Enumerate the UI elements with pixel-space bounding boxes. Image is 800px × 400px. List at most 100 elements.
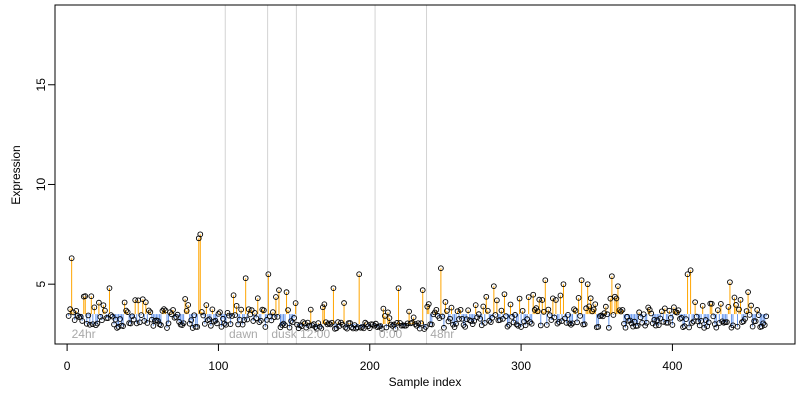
x-tick-label: 0 [64,359,71,373]
data-point [699,302,706,309]
data-point [607,295,614,302]
data-point [410,314,417,321]
data-point [456,316,462,322]
data-point [724,319,730,325]
group-labels: 24hr dawn dusk 12:00 0:00 48hr [72,327,455,341]
data-point [251,309,258,316]
data-point [616,307,623,314]
data-point [73,307,80,314]
data-point [454,308,461,315]
data-point [445,318,452,325]
data-point [551,314,558,321]
data-point [170,307,176,313]
data-point [540,308,547,315]
data-point [710,313,717,320]
data-point [609,273,615,280]
data-point [406,308,412,315]
data-point [145,307,152,314]
data-point [578,277,585,284]
data-point [618,308,624,315]
data-point [565,312,571,318]
y-tick-label: 15 [34,78,48,92]
data-point [276,287,282,294]
data-point [563,319,570,326]
data-point [91,304,98,311]
data-point [442,299,449,305]
data-point [159,307,166,314]
data-point [217,309,223,316]
data-point [586,303,593,310]
data-point [83,320,90,327]
data-point [468,318,475,324]
data-point [444,308,450,314]
data-point [642,322,649,329]
data-point [469,321,476,327]
data-point [713,324,720,331]
data-point [215,310,222,317]
data-point [242,275,249,282]
data-point [736,306,742,313]
group-label: dawn [229,327,258,341]
data-point [422,324,429,330]
data-point [415,320,422,327]
data-point [484,307,491,314]
data-point [666,307,673,314]
data-point [489,314,496,321]
data-point [82,293,89,299]
data-point [606,324,612,331]
data-point [270,309,276,315]
data-point [519,307,526,314]
data-point [265,271,272,278]
data-point [362,319,369,326]
x-tick-label: 300 [511,359,531,373]
data-point [507,301,514,308]
data-point [692,299,698,306]
data-point [634,322,641,329]
data-point [341,300,347,306]
data-point [327,321,334,328]
data-point [546,312,553,319]
data-point [120,323,126,329]
data-point [571,306,577,313]
data-point [198,309,205,315]
data-point [643,319,650,326]
data-point [109,313,116,320]
data-point [102,307,108,314]
data-point [662,305,668,312]
data-point [612,293,618,300]
data-point [527,319,534,325]
data-point [637,314,644,321]
data-point [108,312,114,318]
data-point [640,311,647,318]
data-point [760,320,767,327]
data-point [524,316,530,323]
data-point [752,318,759,325]
data-point [288,318,294,324]
data-point [201,320,208,327]
data-point [658,308,665,315]
data-point [268,317,275,324]
data-point [321,301,328,308]
data-point [428,321,435,328]
data-point [599,313,606,320]
data-point [142,299,149,306]
data-point [262,324,269,330]
data-point [734,323,741,330]
data-point [389,323,396,329]
data-point [498,307,505,314]
data-point [233,302,240,309]
data-point [693,313,700,320]
data-point [550,295,556,302]
data-point [453,320,459,327]
data-point [342,324,349,331]
data-point [652,322,659,329]
data-point [209,306,216,313]
data-point [534,308,541,315]
data-point [392,325,399,332]
data-point [554,320,561,327]
data-point [705,319,712,326]
data-point [121,299,128,306]
x-axis: 0 100 200 300 400 [64,344,683,373]
data-point [395,285,402,292]
data-point [742,316,748,322]
